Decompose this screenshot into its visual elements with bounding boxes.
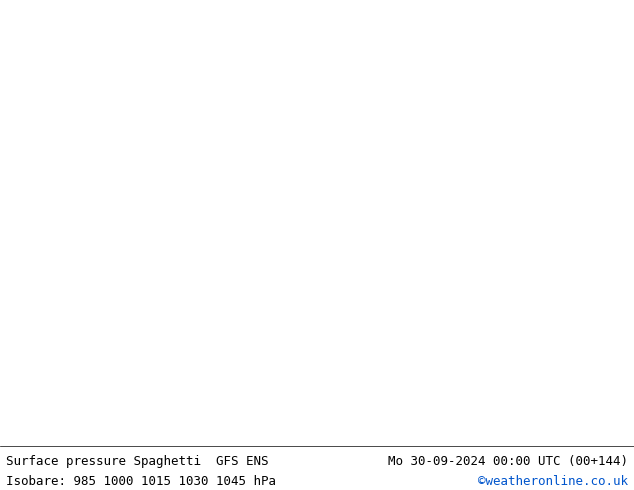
- Text: Isobare: 985 1000 1015 1030 1045 hPa: Isobare: 985 1000 1015 1030 1045 hPa: [6, 475, 276, 488]
- Text: ©weatheronline.co.uk: ©weatheronline.co.uk: [477, 475, 628, 488]
- Text: Surface pressure Spaghetti  GFS ENS: Surface pressure Spaghetti GFS ENS: [6, 455, 269, 468]
- Text: Mo 30-09-2024 00:00 UTC (00+144): Mo 30-09-2024 00:00 UTC (00+144): [387, 455, 628, 468]
